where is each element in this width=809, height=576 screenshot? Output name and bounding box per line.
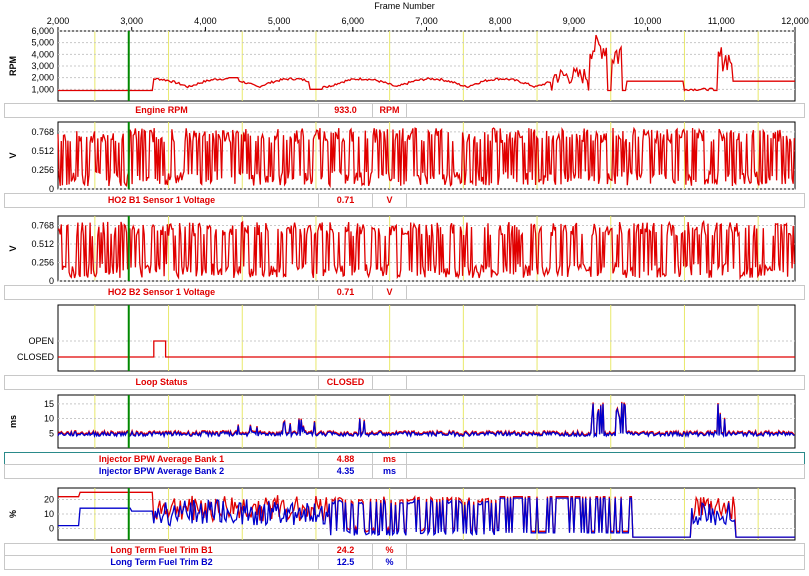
pid-row[interactable]: HO2 B1 Sensor 1 Voltage 0.71 V [4, 193, 805, 208]
y-tick-label: 1,000 [31, 84, 54, 94]
pid-row[interactable]: Injector BPW Average Bank 2 4.35 ms [4, 464, 805, 479]
y-tick-label: 15 [44, 399, 54, 409]
pid-value: 0.71 [319, 286, 373, 299]
y-tick-label: 3,000 [31, 61, 54, 71]
pid-unit [373, 376, 407, 389]
y-tick-label: 5 [49, 428, 54, 438]
x-tick-label: 4,000 [194, 16, 217, 26]
y-tick-label: 0.512 [31, 146, 54, 156]
x-tick-label: 12,000 [781, 16, 809, 26]
x-tick-label: 7,000 [415, 16, 438, 26]
pid-value: CLOSED [319, 376, 373, 389]
panel-bpw: 15 10 5 ms [8, 394, 796, 449]
y-tick-label: 0.512 [31, 239, 54, 249]
y-tick-label: 10 [44, 414, 54, 424]
y-tick-label: 5,000 [31, 38, 54, 48]
pid-unit: ms [373, 465, 407, 478]
panel-ltft: 20 10 0% [8, 487, 796, 541]
y-tick-label: OPEN [28, 336, 54, 346]
pid-unit: V [373, 286, 407, 299]
pid-name: Long Term Fuel Trim B1 [5, 544, 319, 557]
pid-value: 4.35 [319, 465, 373, 478]
pid-row[interactable]: Engine RPM 933.0 RPM [4, 103, 805, 118]
x-tick-label: 2,000 [47, 16, 70, 26]
pid-name: Loop Status [5, 376, 319, 389]
y-tick-label: 0.256 [31, 165, 54, 175]
y-tick-label: 10 [44, 509, 54, 519]
pid-value: 24.2 [319, 544, 373, 557]
y-tick-label: 0.256 [31, 258, 54, 268]
x-tick-label: 5,000 [268, 16, 291, 26]
pid-name: Engine RPM [5, 104, 319, 117]
y-tick-label: 0 [49, 276, 54, 286]
y-tick-label: 20 [44, 495, 54, 505]
x-tick-label: 11,000 [708, 16, 735, 26]
y-tick-label: 4,000 [31, 49, 54, 59]
y-tick-label: 0 [49, 523, 54, 533]
pid-name: HO2 B1 Sensor 1 Voltage [5, 194, 319, 207]
pid-value: 0.71 [319, 194, 373, 207]
y-axis-label: ms [8, 415, 18, 428]
pid-value: 12.5 [319, 556, 373, 569]
y-axis-label: V [8, 245, 18, 251]
ho2b1-voltage-trace [57, 126, 795, 189]
x-tick-label: 9,000 [563, 16, 586, 26]
x-tick-label: 8,000 [489, 16, 512, 26]
pid-unit: RPM [373, 104, 407, 117]
y-tick-label: 2,000 [31, 73, 54, 83]
y-axis-label: RPM [8, 56, 18, 76]
y-tick-label: 6,000 [31, 26, 54, 36]
ltft-b2-trace [58, 497, 795, 538]
pid-unit: ms [373, 453, 407, 466]
pid-unit: V [373, 194, 407, 207]
pid-name: HO2 B2 Sensor 1 Voltage [5, 286, 319, 299]
x-tick-label: 10,000 [634, 16, 662, 26]
panel-ho2b1: 0.768 0.512 0.256 0 V [8, 121, 796, 194]
pid-value: 4.88 [319, 453, 373, 466]
y-tick-label: 0.768 [31, 221, 54, 231]
pid-name: Injector BPW Average Bank 2 [5, 465, 319, 478]
pid-row[interactable]: Long Term Fuel Trim B1 24.2% [4, 543, 805, 558]
pid-row[interactable]: Long Term Fuel Trim B2 12.5% [4, 555, 805, 570]
y-tick-label: 0.768 [31, 127, 54, 137]
bpw-bank2-trace [57, 403, 795, 439]
pid-value: 933.0 [319, 104, 373, 117]
y-tick-label: 0 [49, 184, 54, 194]
pid-name: Injector BPW Average Bank 1 [5, 453, 319, 466]
x-tick-label: 3,000 [120, 16, 143, 26]
pid-row[interactable]: Loop Status CLOSED [4, 375, 805, 390]
panel-loop: OPEN CLOSED [17, 304, 796, 372]
engine-rpm-trace [58, 34, 795, 92]
loop-status-trace [58, 340, 795, 358]
pid-name: Long Term Fuel Trim B2 [5, 556, 319, 569]
y-tick-label: CLOSED [17, 352, 55, 362]
y-axis-label: V [8, 152, 18, 158]
pid-unit: % [373, 556, 407, 569]
panel-ho2b2: 0.768 0.512 0.256 0 V [8, 215, 796, 286]
frame-number-title: Frame Number [374, 1, 435, 11]
pid-unit: % [373, 544, 407, 557]
y-axis-label: % [8, 510, 18, 518]
ho2b2-voltage-trace [57, 219, 795, 281]
x-tick-label: 6,000 [342, 16, 365, 26]
panel-frame [57, 304, 796, 372]
pid-row[interactable]: HO2 B2 Sensor 1 Voltage 0.71 V [4, 285, 805, 300]
